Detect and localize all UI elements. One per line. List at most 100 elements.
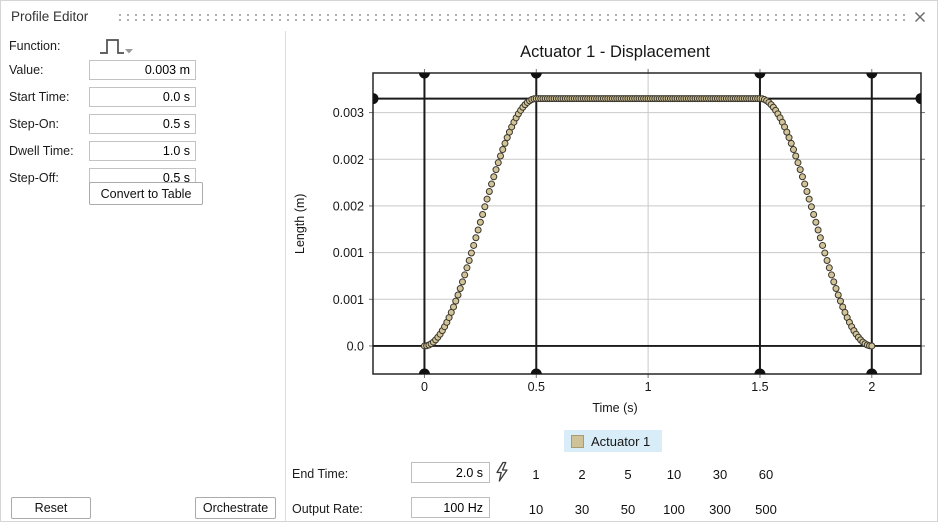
drag-handle-dots[interactable] bbox=[119, 14, 907, 16]
x-axis-title: Time (s) bbox=[592, 401, 638, 415]
plot-border bbox=[372, 72, 922, 375]
data-point bbox=[490, 173, 498, 181]
close-icon[interactable] bbox=[913, 10, 927, 24]
data-point bbox=[474, 226, 482, 234]
data-point bbox=[467, 249, 475, 257]
panel-title: Profile Editor bbox=[11, 9, 89, 24]
data-point bbox=[807, 203, 815, 211]
data-point bbox=[785, 134, 793, 142]
data-point bbox=[814, 226, 822, 234]
time-handle-grip-top[interactable] bbox=[530, 73, 542, 79]
data-point bbox=[825, 264, 833, 272]
output-rate-preset[interactable]: 10 bbox=[528, 502, 544, 517]
end-time-preset[interactable]: 1 bbox=[532, 467, 540, 482]
data-point bbox=[501, 139, 509, 147]
convert-to-table-button[interactable]: Convert to Table bbox=[89, 182, 203, 205]
time-handle-grip-top[interactable] bbox=[418, 73, 430, 79]
output-rate-preset[interactable]: 30 bbox=[574, 502, 590, 517]
value-handle-grip-left[interactable] bbox=[373, 93, 379, 105]
data-point bbox=[801, 180, 809, 188]
dwell-time-label: Dwell Time: bbox=[9, 144, 74, 158]
value-field[interactable] bbox=[89, 60, 196, 80]
end-time-preset[interactable]: 60 bbox=[758, 467, 774, 482]
time-handle-grip-bottom[interactable] bbox=[418, 368, 430, 375]
output-rate-field[interactable] bbox=[411, 497, 490, 518]
data-point bbox=[485, 188, 493, 196]
x-tick-label: 1 bbox=[645, 380, 652, 394]
orchestrate-button[interactable]: Orchestrate bbox=[195, 497, 276, 519]
output-rate-preset[interactable]: 300 bbox=[709, 502, 731, 517]
data-point bbox=[828, 271, 836, 279]
y-tick-label: 0.002 bbox=[333, 153, 364, 167]
y-axis-title: Length (m) bbox=[293, 193, 307, 255]
output-rate-presets: 10 30 50 100 300 500 bbox=[513, 502, 789, 517]
chevron-down-icon bbox=[125, 48, 133, 53]
data-point bbox=[483, 195, 491, 203]
output-rate-preset[interactable]: 50 bbox=[620, 502, 636, 517]
time-handle-grip-bottom[interactable] bbox=[530, 368, 542, 375]
data-point bbox=[494, 159, 502, 167]
y-tick-label: 0.002 bbox=[333, 199, 364, 213]
data-point bbox=[479, 210, 487, 218]
data-point bbox=[496, 152, 504, 160]
data-point bbox=[792, 152, 800, 160]
data-point bbox=[794, 159, 802, 167]
y-tick-label: 0.001 bbox=[333, 246, 364, 260]
displacement-chart: Actuator 1 - Displacement Length (m) 0 0.… bbox=[291, 36, 937, 456]
data-point bbox=[810, 210, 818, 218]
data-point bbox=[461, 271, 469, 279]
data-point bbox=[465, 256, 473, 264]
data-point bbox=[476, 218, 484, 226]
end-time-label: End Time: bbox=[292, 467, 349, 481]
legend-swatch bbox=[571, 434, 584, 448]
data-point bbox=[787, 139, 795, 147]
end-time-presets: 1 2 5 10 30 60 bbox=[513, 467, 789, 482]
step-off-label: Step-Off: bbox=[9, 171, 59, 185]
value-handle-grip-right[interactable] bbox=[915, 93, 922, 105]
function-type-dropdown[interactable] bbox=[98, 34, 138, 59]
time-handle-grip-top[interactable] bbox=[866, 73, 878, 79]
x-tick-label: 0.5 bbox=[528, 380, 545, 394]
chart-plot-area: 0 0.5 1 1.5 2 0.0 0.001 0.001 0.002 0.002 0.003 bbox=[333, 69, 925, 394]
y-tick-label: 0.001 bbox=[333, 293, 364, 307]
output-rate-preset[interactable]: 100 bbox=[663, 502, 685, 517]
drag-handle-dots[interactable] bbox=[119, 19, 907, 21]
time-handle-grip-bottom[interactable] bbox=[866, 368, 878, 375]
y-tick-label: 0.003 bbox=[333, 106, 364, 120]
value-label: Value: bbox=[9, 63, 44, 77]
legend-item-actuator-1[interactable]: Actuator 1 bbox=[564, 430, 663, 452]
data-point bbox=[823, 256, 831, 264]
data-point bbox=[821, 249, 829, 257]
data-point bbox=[836, 297, 844, 305]
chart-title: Actuator 1 - Displacement bbox=[520, 43, 710, 61]
data-point bbox=[458, 278, 466, 286]
output-rate-preset[interactable]: 500 bbox=[755, 502, 777, 517]
start-time-label: Start Time: bbox=[9, 90, 70, 104]
data-point bbox=[456, 285, 464, 293]
data-point bbox=[499, 146, 507, 154]
start-time-field[interactable] bbox=[89, 87, 196, 107]
legend-label: Actuator 1 bbox=[591, 433, 651, 449]
step-on-field[interactable] bbox=[89, 114, 196, 134]
data-point bbox=[812, 218, 820, 226]
y-tick-label: 0.0 bbox=[347, 339, 364, 353]
time-handle-grip-bottom[interactable] bbox=[754, 368, 766, 375]
data-point bbox=[481, 203, 489, 211]
data-point bbox=[805, 195, 813, 203]
end-time-preset[interactable]: 30 bbox=[712, 467, 728, 482]
time-handle-grip-top[interactable] bbox=[754, 73, 766, 79]
lightning-bolt-icon[interactable] bbox=[494, 461, 509, 483]
end-time-preset[interactable]: 5 bbox=[624, 467, 632, 482]
end-time-preset[interactable]: 10 bbox=[666, 467, 682, 482]
end-time-preset[interactable]: 2 bbox=[578, 467, 586, 482]
data-point bbox=[472, 234, 480, 242]
dwell-time-field[interactable] bbox=[89, 141, 196, 161]
data-point bbox=[832, 285, 840, 293]
end-time-field[interactable] bbox=[411, 462, 490, 483]
reset-button[interactable]: Reset bbox=[11, 497, 91, 519]
data-point bbox=[470, 241, 478, 249]
function-label: Function: bbox=[9, 39, 61, 53]
data-point bbox=[450, 303, 458, 311]
data-point bbox=[830, 278, 838, 286]
